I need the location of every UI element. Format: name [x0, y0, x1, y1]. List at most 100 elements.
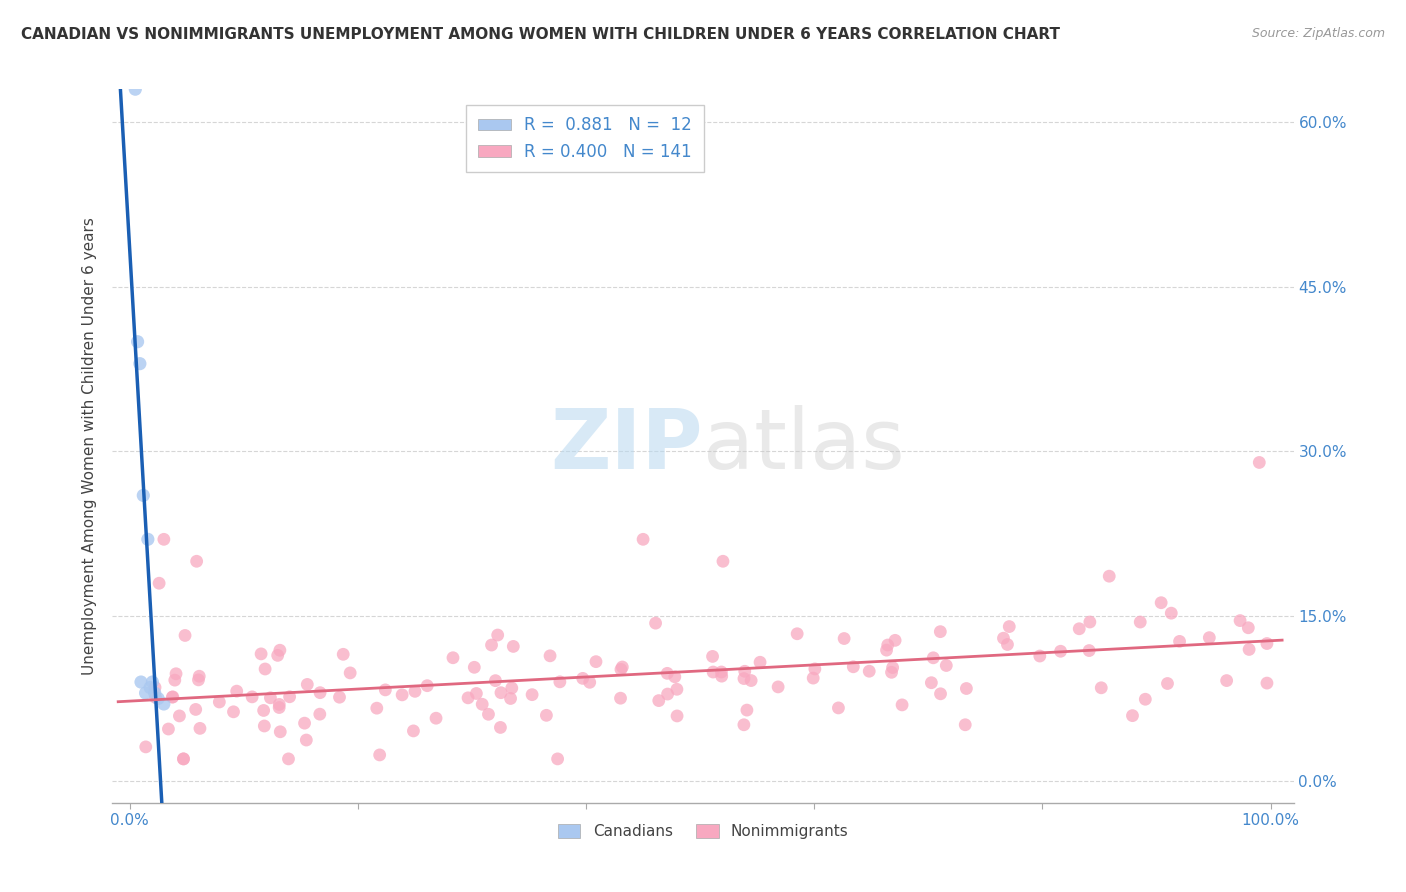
Point: [129, 675, 152, 690]
Point: [157, 722, 180, 736]
Point: [416, 679, 439, 693]
Point: [997, 638, 1019, 652]
Point: [1098, 569, 1121, 583]
Point: [294, 716, 316, 731]
Point: [163, 673, 186, 687]
Point: [609, 691, 631, 706]
Point: [162, 690, 184, 705]
Point: [766, 680, 789, 694]
Point: [127, 334, 149, 349]
Point: [1168, 634, 1191, 648]
Point: [1150, 596, 1173, 610]
Point: [929, 624, 952, 639]
Point: [1156, 676, 1178, 690]
Point: [425, 711, 447, 725]
Point: [240, 690, 263, 704]
Point: [733, 718, 755, 732]
Point: [920, 675, 942, 690]
Point: [165, 666, 187, 681]
Point: [135, 686, 157, 700]
Point: [124, 82, 146, 96]
Point: [366, 701, 388, 715]
Point: [1135, 692, 1157, 706]
Point: [162, 690, 184, 704]
Point: [657, 687, 679, 701]
Point: [644, 616, 666, 631]
Point: [502, 640, 524, 654]
Point: [1215, 673, 1237, 688]
Point: [145, 690, 167, 705]
Point: [328, 690, 350, 705]
Point: [547, 752, 569, 766]
Point: [1160, 606, 1182, 620]
Point: [173, 752, 195, 766]
Point: [1049, 644, 1071, 658]
Point: [801, 671, 824, 685]
Point: [664, 670, 686, 684]
Point: [277, 752, 299, 766]
Point: [402, 723, 425, 738]
Point: [225, 684, 247, 698]
Point: [1078, 643, 1101, 657]
Point: [571, 672, 593, 686]
Point: [610, 662, 633, 676]
Point: [1069, 622, 1091, 636]
Text: atlas: atlas: [703, 406, 904, 486]
Legend: Canadians, Nonimmigrants: Canadians, Nonimmigrants: [551, 818, 855, 845]
Point: [734, 665, 756, 679]
Point: [880, 665, 903, 680]
Point: [484, 673, 506, 688]
Point: [489, 686, 512, 700]
Y-axis label: Unemployment Among Women with Children Under 6 years: Unemployment Among Women with Children U…: [82, 217, 97, 675]
Point: [935, 658, 957, 673]
Point: [184, 702, 207, 716]
Point: [339, 665, 361, 680]
Point: [253, 703, 276, 717]
Point: [471, 698, 494, 712]
Point: [1121, 708, 1143, 723]
Point: [188, 722, 211, 736]
Point: [278, 690, 301, 704]
Point: [269, 724, 291, 739]
Point: [253, 719, 276, 733]
Point: [135, 739, 157, 754]
Point: [463, 660, 485, 674]
Point: [711, 554, 734, 568]
Point: [536, 708, 558, 723]
Point: [457, 690, 479, 705]
Point: [169, 709, 191, 723]
Point: [884, 633, 907, 648]
Point: [993, 631, 1015, 645]
Text: ZIP: ZIP: [551, 406, 703, 486]
Point: [222, 705, 245, 719]
Point: [148, 576, 170, 591]
Point: [391, 688, 413, 702]
Text: CANADIAN VS NONIMMIGRANTS UNEMPLOYMENT AMONG WOMEN WITH CHILDREN UNDER 6 YEARS C: CANADIAN VS NONIMMIGRANTS UNEMPLOYMENT A…: [21, 27, 1060, 42]
Point: [998, 619, 1021, 633]
Point: [132, 488, 155, 502]
Point: [153, 533, 176, 547]
Point: [648, 693, 671, 707]
Point: [141, 675, 163, 690]
Point: [374, 682, 396, 697]
Point: [146, 691, 169, 706]
Point: [153, 697, 176, 711]
Point: [186, 554, 208, 568]
Point: [578, 675, 600, 690]
Point: [309, 686, 332, 700]
Point: [735, 703, 758, 717]
Point: [858, 664, 880, 678]
Point: [876, 643, 898, 657]
Point: [749, 655, 772, 669]
Point: [702, 649, 724, 664]
Point: [1249, 455, 1271, 469]
Point: [172, 752, 194, 766]
Point: [657, 666, 679, 681]
Point: [585, 655, 607, 669]
Point: [922, 650, 945, 665]
Point: [501, 681, 523, 695]
Point: [136, 533, 159, 547]
Point: [1256, 676, 1278, 690]
Point: [1078, 615, 1101, 629]
Point: [520, 688, 543, 702]
